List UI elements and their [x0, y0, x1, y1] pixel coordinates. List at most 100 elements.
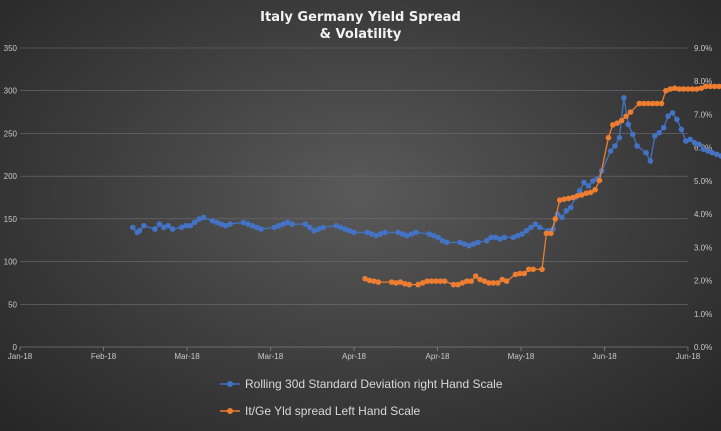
- series-1-point: [537, 224, 543, 231]
- series-1-point: [700, 146, 707, 153]
- series-2-point: [472, 273, 479, 279]
- series-2-point: [419, 280, 426, 286]
- x-tick-label: Apr-18: [342, 352, 367, 361]
- x-tick-label: May-18: [508, 352, 535, 361]
- series-1-point: [643, 149, 649, 156]
- series-2-point: [623, 113, 629, 120]
- series-1-point: [382, 229, 388, 236]
- x-axis: Jan-18 Feb-18 Mar-18 Mar-18 Apr-18 Apr-18 May-…: [8, 347, 701, 361]
- series-1-point: [258, 226, 264, 232]
- series-1-point: [209, 218, 216, 224]
- series-2-point: [561, 196, 567, 202]
- series-1-point: [165, 222, 171, 229]
- series-1-point: [152, 226, 158, 232]
- series-1-point: [315, 226, 322, 232]
- series-2-point: [468, 278, 475, 285]
- series-2-point: [388, 279, 395, 285]
- series-1-point: [647, 158, 654, 164]
- series-2-point: [694, 86, 700, 92]
- series-2-point: [543, 230, 550, 237]
- x-tick-label: Mar-18: [258, 352, 284, 361]
- series-1-point: [245, 221, 251, 227]
- series-1-point: [439, 237, 446, 244]
- series-1-point: [652, 133, 658, 139]
- series-1-point: [399, 231, 406, 237]
- legend-label: Rolling 30d Standard Deviation right Han…: [245, 377, 503, 391]
- series-2-point: [658, 100, 665, 107]
- series-2-point: [450, 281, 457, 288]
- series-1-point: [629, 131, 636, 138]
- series-1-point: [519, 231, 525, 237]
- series-1-point: [696, 141, 702, 148]
- series-2-point: [362, 275, 368, 282]
- y-left-tick-label: 50: [8, 300, 17, 309]
- series-1-point: [249, 222, 256, 229]
- legend-marker: [227, 408, 233, 414]
- series-1-point: [342, 226, 349, 232]
- series-1-point: [408, 231, 415, 237]
- x-tick-label: Feb-18: [91, 352, 117, 361]
- series-2-point: [698, 85, 705, 91]
- series-1-point: [590, 178, 596, 184]
- y-right-tick-label: 3.0%: [694, 243, 712, 252]
- series-1-point: [483, 237, 490, 244]
- series-1-point: [683, 138, 689, 144]
- series-1-point: [214, 219, 220, 226]
- legend: Rolling 30d Standard Deviation right Han…: [220, 377, 503, 418]
- series-1: [130, 95, 721, 249]
- series-1-point: [501, 234, 508, 241]
- series-2-point: [366, 277, 373, 284]
- series-1-point: [457, 239, 464, 246]
- series-1-point: [528, 224, 534, 231]
- x-tick-label: Mar-18: [174, 352, 200, 361]
- series-1-point: [289, 221, 295, 227]
- series-1-point: [130, 224, 136, 231]
- legend-label: It/Ge Yld spread Left Hand Scale: [245, 404, 421, 418]
- series-1-point: [253, 224, 260, 231]
- series-1-point: [568, 204, 574, 211]
- series-1-point: [656, 129, 662, 136]
- series-1-point: [280, 221, 287, 227]
- series-2-point: [587, 189, 594, 196]
- series-2-point: [574, 193, 581, 199]
- x-tick-label: Jun-18: [676, 352, 701, 361]
- series-2-point: [503, 278, 510, 285]
- series-1-point: [607, 148, 614, 154]
- series-1-point: [563, 208, 570, 214]
- series-1-point: [227, 221, 233, 227]
- chart-title-line2: & Volatility: [319, 27, 402, 42]
- series-1-point: [497, 236, 503, 242]
- series-2-point: [645, 100, 651, 107]
- series-1-point: [183, 222, 189, 229]
- y-right-tick-label: 0.0%: [694, 343, 712, 352]
- series-1-point: [475, 239, 481, 246]
- series-1-point: [368, 231, 375, 237]
- series-2-point: [486, 280, 492, 286]
- series-1-point: [191, 219, 198, 226]
- series-1-point: [413, 229, 419, 236]
- series-1-point: [337, 224, 344, 231]
- series-2-point: [610, 122, 616, 128]
- series-2-point: [459, 280, 466, 286]
- chart-title: Italy Germany Yield Spread & Volatility: [0, 9, 721, 43]
- series-1-point: [714, 151, 720, 158]
- series-2-point: [627, 109, 634, 115]
- series-1-point: [161, 224, 167, 231]
- series-2-point: [371, 278, 377, 285]
- series-2-point: [716, 83, 721, 90]
- y-right-tick-label: 9.0%: [694, 44, 712, 53]
- series-1-point: [141, 222, 147, 229]
- series-2-point: [548, 230, 554, 237]
- series-1-point: [581, 179, 587, 186]
- series-1-point: [156, 221, 163, 227]
- series-1-point: [709, 149, 716, 156]
- y-right-tick-label: 4.0%: [694, 210, 712, 219]
- series-1-point: [514, 232, 521, 239]
- series-1-point: [200, 214, 207, 221]
- series-2-point: [605, 134, 612, 141]
- series-2-point: [393, 280, 399, 286]
- series-2-point: [397, 279, 404, 285]
- series-2-point: [649, 100, 656, 107]
- series-1-point: [333, 222, 340, 229]
